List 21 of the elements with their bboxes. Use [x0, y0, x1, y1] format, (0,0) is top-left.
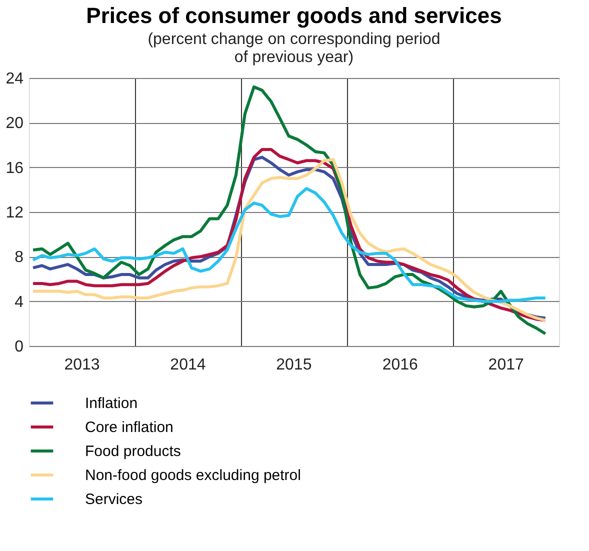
- legend-label: Core inflation: [85, 419, 174, 436]
- y-tick-label: 24: [6, 70, 24, 88]
- x-tick-label: 2016: [382, 356, 418, 374]
- y-tick-label: 4: [14, 294, 24, 311]
- y-tick-label: 0: [14, 338, 24, 356]
- x-tick-label: 2017: [488, 356, 524, 374]
- y-tick-label: 12: [6, 204, 24, 222]
- x-tick-label: 2013: [64, 356, 100, 374]
- y-tick-label: 20: [6, 115, 24, 132]
- y-tick-label: 8: [14, 249, 24, 266]
- legend-label: Non-food goods excluding petrol: [85, 467, 301, 484]
- y-tick-label: 16: [6, 160, 24, 177]
- line-series: [32, 85, 547, 336]
- chart-title: Prices of consumer goods and services: [86, 3, 502, 28]
- chart-subtitle: (percent change on corresponding period of previous year): [148, 31, 440, 66]
- x-tick-label: 2015: [276, 356, 312, 374]
- legend-label: Food products: [85, 443, 181, 460]
- x-tick-label: 2014: [170, 356, 206, 374]
- legend-label: Inflation: [85, 395, 138, 412]
- line-series: [32, 187, 547, 303]
- legend-label: Services: [85, 491, 143, 508]
